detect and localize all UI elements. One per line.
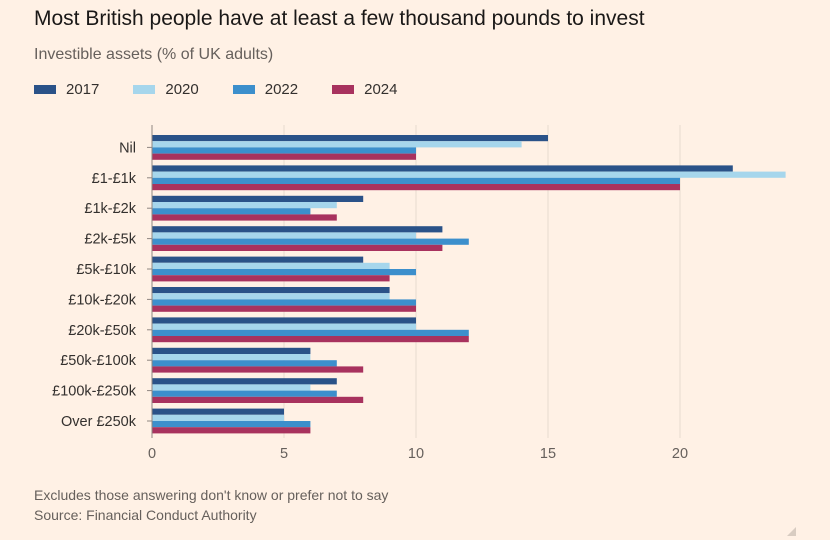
x-tick-label: 20 — [672, 446, 688, 462]
bar-2020 — [152, 323, 416, 330]
resize-handle-icon — [787, 527, 796, 536]
legend-swatch — [232, 85, 255, 94]
legend-label: 2017 — [66, 81, 100, 98]
chart-legend: 2017 2020 2022 2024 — [34, 81, 432, 98]
bar-2022 — [152, 238, 469, 245]
bar-2024 — [152, 366, 364, 373]
bar-2017 — [152, 378, 337, 385]
bar-2020 — [152, 262, 390, 269]
bar-2017 — [152, 287, 390, 294]
bar-2020 — [152, 171, 786, 178]
x-tick-label: 15 — [540, 446, 556, 462]
bar-2022 — [152, 177, 680, 184]
bar-2020 — [152, 414, 284, 421]
bar-2017 — [152, 317, 416, 324]
legend-item-2024: 2024 — [332, 81, 398, 98]
category-label: Nil — [119, 140, 136, 156]
chart-title: Most British people have at least a few … — [34, 7, 645, 30]
bar-2024 — [152, 396, 364, 403]
bar-2022 — [152, 208, 311, 215]
bar-2020 — [152, 293, 390, 300]
bar-2022 — [152, 360, 337, 367]
legend-swatch — [133, 85, 156, 94]
legend-label: 2020 — [165, 81, 199, 98]
category-label: £10k-£20k — [68, 292, 136, 308]
bar-2022 — [152, 147, 416, 154]
bar-2024 — [152, 153, 416, 160]
bar-2022 — [152, 269, 416, 276]
chart-subtitle: Investible assets (% of UK adults) — [34, 46, 274, 63]
footnote: Excludes those answering don't know or p… — [34, 487, 389, 503]
bar-2022 — [152, 390, 337, 397]
bar-2022 — [152, 299, 416, 306]
bar-2022 — [152, 421, 311, 428]
legend-item-2017: 2017 — [34, 81, 99, 98]
bar-2017 — [152, 195, 364, 202]
x-tick-label: 10 — [408, 446, 424, 462]
bar-2020 — [152, 202, 337, 209]
category-label: £20k-£50k — [68, 323, 136, 339]
legend-label: 2022 — [264, 81, 299, 98]
legend-swatch — [332, 85, 355, 94]
bar-2024 — [152, 427, 311, 434]
category-label: £1-£1k — [92, 171, 137, 187]
bar-2024 — [152, 184, 680, 191]
bar-2017 — [152, 256, 364, 263]
category-label: £50k-£100k — [60, 353, 137, 369]
x-tick-label: 0 — [148, 446, 156, 462]
bar-2024 — [152, 305, 416, 312]
bar-2017 — [152, 226, 443, 233]
bar-2020 — [152, 384, 311, 391]
bar-2024 — [152, 336, 469, 343]
legend-item-2020: 2020 — [133, 81, 199, 98]
legend-swatch — [34, 85, 56, 94]
bar-2017 — [152, 165, 733, 172]
bar-2024 — [152, 275, 390, 282]
bar-2017 — [152, 135, 548, 142]
source-note: Source: Financial Conduct Authority — [34, 507, 257, 523]
category-label: £5k-£10k — [76, 262, 136, 278]
category-label: £2k-£5k — [84, 232, 136, 248]
bar-2017 — [152, 408, 284, 415]
category-label: £1k-£2k — [84, 201, 136, 217]
bar-2017 — [152, 347, 311, 354]
bar-2024 — [152, 214, 337, 221]
bar-2022 — [152, 329, 469, 336]
bar-2020 — [152, 354, 311, 361]
category-label: Over £250k — [61, 414, 137, 430]
legend-item-2022: 2022 — [232, 81, 299, 98]
bar-2020 — [152, 232, 416, 239]
bar-2024 — [152, 244, 443, 251]
x-tick-label: 5 — [280, 446, 288, 462]
legend-label: 2024 — [364, 81, 398, 98]
category-label: £100k-£250k — [52, 384, 137, 400]
bar-2020 — [152, 141, 522, 148]
